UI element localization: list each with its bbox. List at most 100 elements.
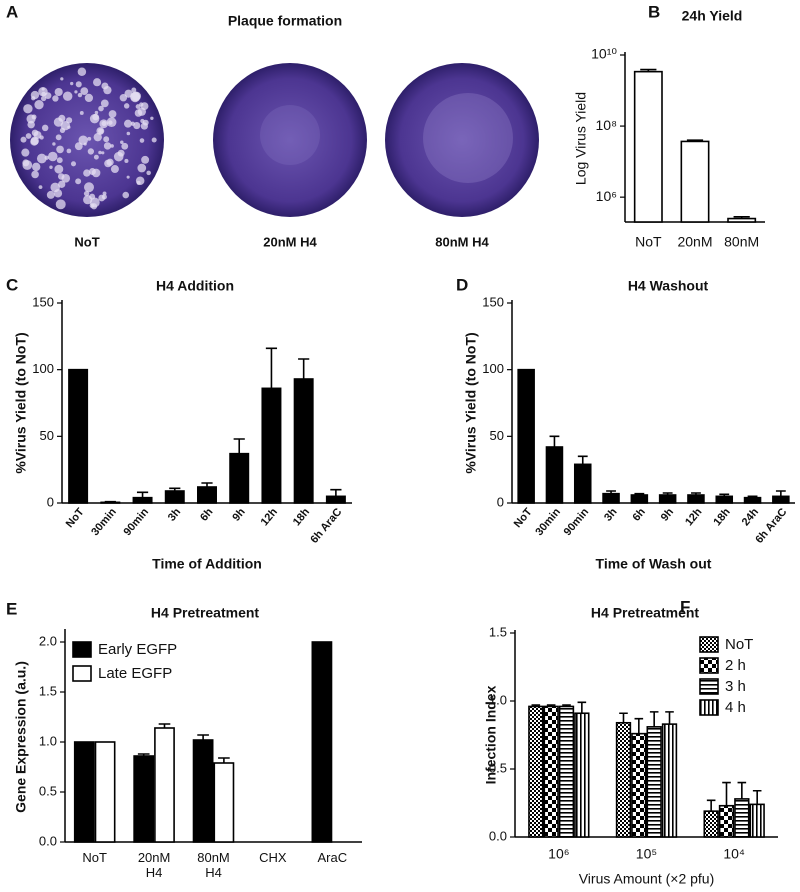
plaque: [31, 162, 41, 172]
plaque: [34, 100, 44, 110]
plaque: [84, 182, 94, 193]
x-tick-label: 6h: [630, 506, 648, 524]
plaque: [122, 191, 130, 199]
plaque: [96, 127, 105, 135]
error-bar: [549, 435, 560, 447]
bar: [543, 705, 559, 838]
plaque: [93, 78, 102, 87]
chart-panel: D H4 Washout %Virus Yield (to NoT) Time of …: [456, 275, 795, 572]
plaque: [110, 165, 119, 174]
legend-swatch: [699, 678, 719, 695]
x-tick-label: NoT: [635, 234, 662, 250]
bar: [325, 495, 346, 504]
plaque: [141, 155, 150, 164]
plaque: [22, 159, 30, 167]
bar: [661, 723, 678, 838]
panel-title: Plaque formation: [228, 13, 342, 29]
plaque: [130, 92, 141, 103]
plaque: [140, 122, 148, 130]
x-tick-label: 10⁵: [636, 846, 657, 862]
plaque: [139, 102, 144, 107]
x-tick-label: NoT: [64, 506, 87, 530]
y-tick-label: 0.5: [39, 783, 57, 798]
plaque: [21, 148, 30, 157]
plaque: [79, 111, 84, 115]
error-bar: [752, 789, 762, 805]
plaque: [133, 122, 141, 130]
x-tick-label: 90min: [121, 506, 151, 538]
y-tick-label: 2.0: [39, 633, 57, 648]
panel-letter: F: [680, 597, 690, 616]
x-tick-label: 80nM: [724, 234, 759, 250]
y-axis-label: Infection Index: [483, 685, 499, 784]
plaque: [70, 81, 74, 86]
legend-label: NoT: [725, 636, 753, 653]
bar: [749, 803, 765, 838]
plaque: [60, 77, 64, 81]
error-bar: [298, 358, 310, 379]
bar: [545, 446, 564, 504]
y-axis-label: %Virus Yield (to NoT): [13, 332, 29, 473]
plaque: [75, 178, 82, 185]
error-bar: [737, 781, 747, 799]
plaque: [50, 182, 60, 193]
plate-image: [213, 63, 367, 217]
plaque: [123, 103, 130, 109]
y-tick-label: 150: [32, 294, 54, 309]
plaque: [41, 124, 49, 132]
plaque: [151, 137, 157, 143]
x-tick-label: 3h: [166, 506, 184, 524]
plaque: [67, 125, 71, 129]
bar: [133, 755, 155, 843]
error-bar: [649, 711, 659, 727]
x-tick-label: NoT: [82, 850, 107, 865]
chart-panel: C H4 Addition %Virus Yield (to NoT) Time of…: [6, 275, 352, 572]
plaque: [77, 92, 83, 98]
y-tick-label: 100: [32, 361, 54, 376]
y-tick-label: 1.5: [489, 624, 507, 639]
y-tick-label: 0.0: [489, 828, 507, 843]
x-tick-label-box: AraC: [317, 850, 347, 865]
y-axis-label: Log Virus Yield: [573, 92, 589, 185]
bar: [73, 741, 95, 843]
plaque: [103, 136, 110, 143]
bar: [646, 726, 662, 838]
plaque: [140, 118, 145, 124]
legend-label: 3 h: [725, 678, 746, 695]
plaque: [56, 145, 64, 154]
bar: [615, 721, 632, 838]
bar: [703, 810, 719, 838]
x-axis-label: Time of Wash out: [596, 556, 712, 572]
x-tick-label: 30min: [533, 506, 563, 538]
plaque: [100, 99, 109, 108]
plaque: [74, 90, 78, 94]
chart-title: H4 Addition: [156, 278, 234, 294]
error-bar: [265, 347, 278, 389]
plaque: [58, 114, 66, 122]
plate-haze: [260, 105, 320, 165]
plaque: [101, 120, 107, 126]
error-bar: [233, 438, 245, 454]
y-tick-label: 10⁶: [596, 188, 617, 204]
x-tick-label: NoT: [512, 506, 535, 530]
plaque: [62, 91, 73, 101]
x-axis-label: Virus Amount (×2 pfu): [579, 871, 715, 887]
plaque: [113, 151, 124, 162]
bar: [197, 486, 217, 504]
x-tick-label: 20nM: [677, 234, 712, 250]
legend-label: 4 h: [725, 699, 746, 716]
x-tick-label-box: NoT: [82, 850, 107, 865]
x-tick-label: 20nM H4: [137, 850, 171, 880]
panel-letter: B: [648, 2, 660, 21]
bar: [94, 741, 116, 843]
y-tick-label: 10⁸: [596, 117, 618, 133]
x-tick-label: 18h: [711, 506, 733, 528]
y-tick-label: 0.5: [489, 760, 507, 775]
plaque: [74, 142, 83, 151]
plaque: [83, 142, 87, 146]
y-tick-label: 50: [490, 428, 504, 443]
plaque: [87, 148, 95, 155]
error-bar: [577, 455, 588, 465]
y-tick-label: 0: [497, 494, 504, 509]
plaque: [135, 176, 145, 186]
